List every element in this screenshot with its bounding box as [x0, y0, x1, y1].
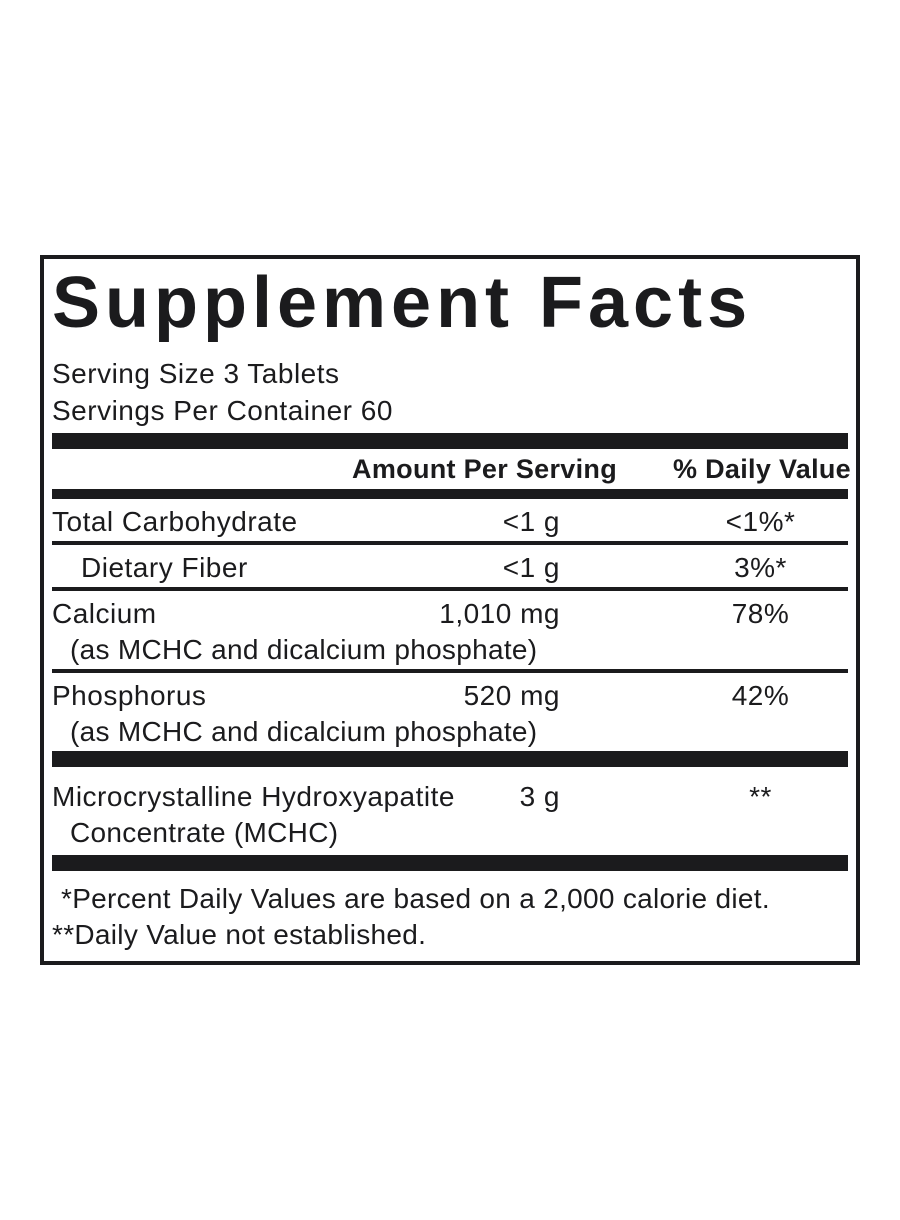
nutrient-main-line: Calcium 1,010 mg 78% — [52, 596, 848, 632]
nutrient-name: Dietary Fiber — [81, 552, 248, 583]
thick-divider — [52, 855, 848, 871]
nutrient-daily-value: ** — [749, 781, 772, 812]
thick-divider — [52, 751, 848, 767]
nutrient-daily-value: 42% — [731, 680, 790, 711]
thin-divider — [52, 541, 848, 545]
column-header-row: Amount Per Serving % Daily Value — [52, 449, 851, 489]
nutrient-row: Phosphorus 520 mg 42% (as MCHC and dical… — [52, 673, 848, 751]
thick-divider-top — [52, 433, 848, 449]
nutrient-amount: <1 g — [502, 552, 560, 583]
nutrient-rows: Total Carbohydrate <1 g <1%* Dietary Fib… — [52, 499, 848, 871]
daily-value-column-header: % Daily Value — [673, 453, 851, 484]
nutrient-name: Phosphorus — [52, 680, 207, 711]
nutrient-detail: (as MCHC and dicalcium phosphate) — [70, 716, 538, 747]
amount-column-header: Amount Per Serving — [352, 453, 617, 484]
nutrient-main-line: Phosphorus 520 mg 42% — [52, 678, 848, 714]
serving-size-line: Serving Size 3 Tablets — [52, 358, 340, 389]
panel-title: Supplement Facts — [52, 263, 753, 343]
nutrient-amount: 520 mg — [463, 680, 560, 711]
footnote-not-established: **Daily Value not established. — [52, 919, 427, 950]
nutrient-detail: (as MCHC and dicalcium phosphate) — [70, 634, 538, 665]
nutrient-row: Microcrystalline Hydroxyapatite 3 g ** C… — [52, 767, 848, 855]
nutrient-name: Total Carbohydrate — [52, 506, 298, 537]
nutrient-row: Dietary Fiber <1 g 3%* — [52, 545, 848, 587]
nutrient-row: Total Carbohydrate <1 g <1%* — [52, 499, 848, 541]
nutrient-daily-value: 3%* — [734, 552, 787, 583]
nutrient-amount: 3 g — [519, 781, 560, 812]
thin-divider — [52, 669, 848, 673]
nutrient-main-line: Total Carbohydrate <1 g <1%* — [52, 504, 848, 540]
thin-divider — [52, 587, 848, 591]
nutrient-detail: Concentrate (MCHC) — [70, 817, 339, 848]
nutrient-main-line: Dietary Fiber <1 g 3%* — [52, 550, 848, 586]
medium-divider-under-header — [52, 489, 848, 499]
nutrient-amount: 1,010 mg — [439, 598, 560, 629]
nutrient-amount: <1 g — [502, 506, 560, 537]
nutrient-daily-value: <1%* — [725, 506, 796, 537]
nutrient-name: Calcium — [52, 598, 157, 629]
footnotes: *Percent Daily Values are based on a 2,0… — [52, 881, 848, 953]
nutrient-main-line: Microcrystalline Hydroxyapatite 3 g ** — [52, 779, 848, 815]
nutrient-name: Microcrystalline Hydroxyapatite — [52, 781, 455, 812]
servings-per-container-line: Servings Per Container 60 — [52, 395, 393, 426]
supplement-facts-panel: Supplement Facts Serving Size 3 Tablets … — [40, 255, 860, 965]
nutrient-daily-value: 78% — [731, 598, 790, 629]
footnote-daily-values: *Percent Daily Values are based on a 2,0… — [61, 883, 770, 914]
nutrient-row: Calcium 1,010 mg 78% (as MCHC and dicalc… — [52, 591, 848, 669]
